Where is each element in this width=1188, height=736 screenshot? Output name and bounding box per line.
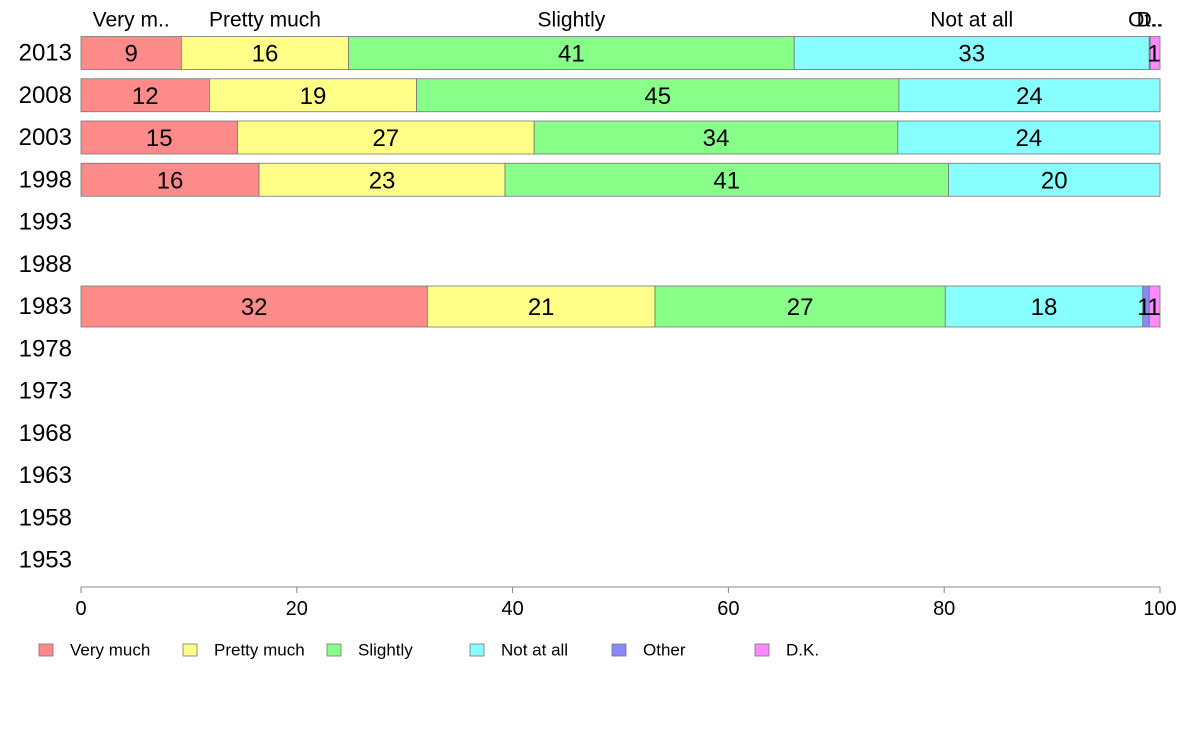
legend-swatch [754, 643, 770, 657]
legend-label: Other [643, 641, 686, 660]
legend-swatch [182, 643, 198, 657]
x-tick-label: 20 [286, 598, 308, 620]
data-label: 41 [558, 41, 585, 68]
legend-label: Slightly [358, 641, 413, 660]
bar-segment [898, 78, 1161, 113]
data-label: 15 [146, 125, 173, 152]
bar-segment [80, 162, 260, 197]
bar-segment [897, 120, 1161, 155]
bar-segment [80, 78, 210, 113]
category-header: D.. [1137, 9, 1164, 32]
bar-segment [416, 78, 900, 113]
data-label: 16 [252, 41, 279, 68]
category-header: Very m.. [93, 9, 170, 32]
bar-segment [504, 162, 949, 197]
legend-swatch [469, 643, 485, 657]
year-label: 1973 [19, 378, 72, 405]
bar-segment [258, 162, 506, 197]
category-header: Not at all [930, 9, 1013, 32]
data-label: 20 [1041, 167, 1068, 194]
legend-swatch [38, 643, 54, 657]
bar-segment [944, 285, 1144, 328]
data-label: 12 [132, 83, 159, 110]
year-label: 1993 [19, 209, 72, 236]
data-label: 24 [1016, 125, 1043, 152]
data-label: 41 [713, 167, 740, 194]
data-label: 34 [703, 125, 730, 152]
year-label: 2008 [19, 82, 72, 109]
bar-segment [654, 285, 946, 328]
bar-segment [426, 285, 656, 328]
x-tick-label: 80 [933, 598, 955, 620]
data-label: 27 [787, 294, 814, 321]
x-tick-label: 100 [1143, 598, 1176, 620]
year-label: 1968 [19, 420, 72, 447]
data-label: 45 [644, 83, 671, 110]
data-label: 1 [1147, 294, 1160, 321]
year-label: 1983 [19, 293, 72, 320]
data-label: 24 [1016, 83, 1043, 110]
legend-swatch [326, 643, 342, 657]
legend-label: Very much [70, 641, 150, 660]
bar-segment [80, 285, 428, 328]
data-label: 16 [157, 167, 184, 194]
data-label: 21 [528, 294, 555, 321]
category-header: Pretty much [209, 9, 321, 32]
bar-segment [948, 162, 1161, 197]
legend-label: Not at all [501, 641, 568, 660]
data-label: 18 [1031, 294, 1058, 321]
bar-segment [793, 36, 1150, 70]
category-header: Ot.. [1128, 9, 1162, 32]
bar-segment [180, 36, 349, 70]
x-tick-label: 40 [501, 598, 523, 620]
year-label: 2013 [19, 40, 72, 67]
bar-segment [533, 120, 899, 155]
year-label: 1963 [19, 462, 72, 489]
x-tick-label: 0 [75, 598, 86, 620]
bar-segment [1149, 36, 1161, 70]
data-label: 33 [958, 41, 985, 68]
year-label: 1988 [19, 251, 72, 278]
year-label: 2003 [19, 124, 72, 151]
year-label: 1953 [19, 547, 72, 574]
data-label: 23 [369, 167, 396, 194]
bar-segment [209, 78, 417, 113]
category-header: Slightly [538, 9, 606, 32]
data-label: 32 [241, 294, 268, 321]
data-label: 1 [1137, 294, 1150, 321]
data-label: 1 [1147, 41, 1160, 68]
data-label: 19 [300, 83, 327, 110]
bar-segment [1148, 285, 1161, 328]
legend-label: Pretty much [214, 641, 305, 660]
x-tick-label: 60 [717, 598, 739, 620]
data-label: 27 [372, 125, 399, 152]
bar-segment [348, 36, 795, 70]
legend-swatch [611, 643, 627, 657]
year-label: 1958 [19, 504, 72, 531]
year-label: 1998 [19, 166, 72, 193]
legend-label: D.K. [786, 641, 819, 660]
bar-segment [80, 120, 238, 155]
year-label: 1978 [19, 335, 72, 362]
data-label: 9 [124, 41, 137, 68]
bar-segment [80, 36, 182, 70]
